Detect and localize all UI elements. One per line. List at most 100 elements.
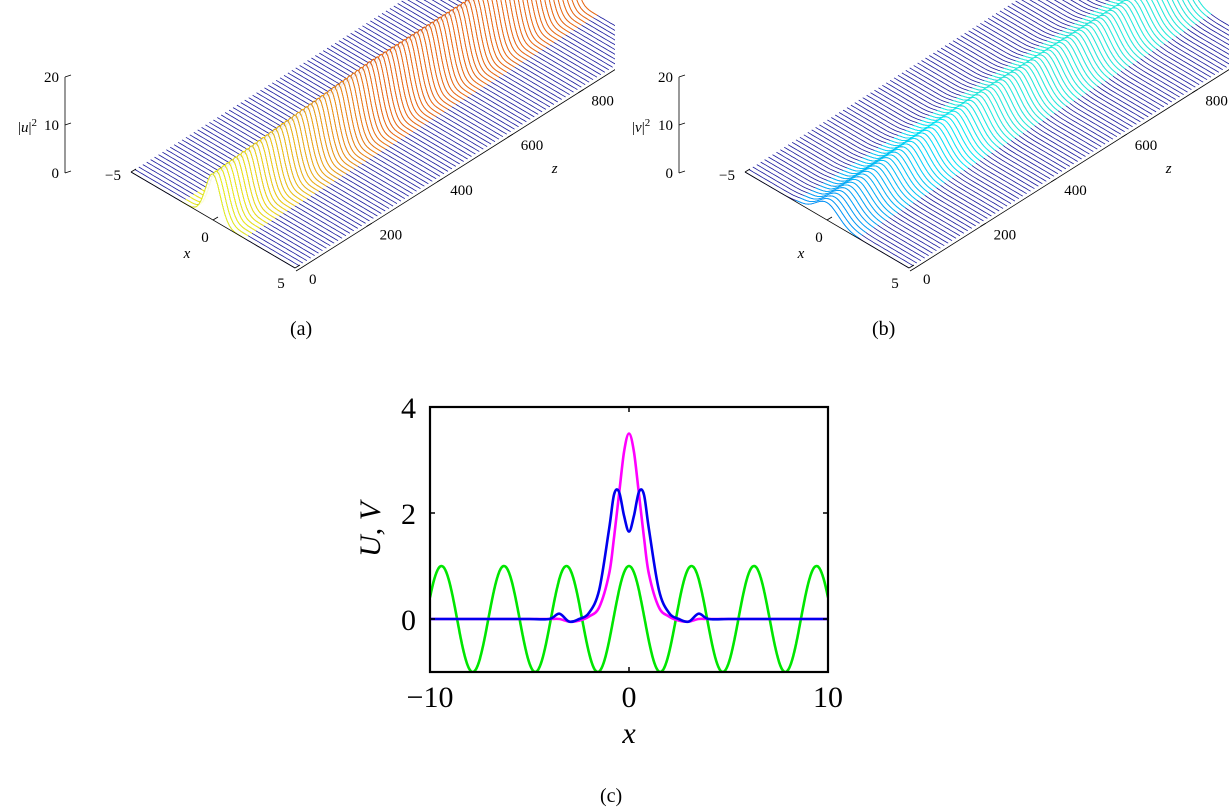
z-tick-label: 0 — [923, 272, 931, 288]
surface-line — [505, 0, 615, 65]
surface-ridge-line — [830, 176, 894, 216]
plot-frame — [428, 405, 830, 674]
x-tick — [744, 168, 751, 173]
value-tick-label: 20 — [658, 70, 673, 86]
surface-ridge-line — [1156, 0, 1181, 35]
surface-lines — [744, 0, 1229, 269]
surface-ridge-line — [909, 121, 973, 166]
surface-ridge-line — [1176, 0, 1196, 25]
surface-ridge-line — [562, 0, 582, 26]
surface-line — [1119, 0, 1229, 65]
surface-ridge-line — [862, 154, 926, 196]
z-tick — [366, 223, 372, 227]
surface-ridge-line — [581, 0, 598, 16]
surface-line — [1111, 0, 1227, 68]
z-axis-label: z — [551, 161, 558, 177]
y-tick-label: 4 — [401, 392, 416, 425]
z-tick-label: 400 — [450, 183, 473, 199]
z-tick-label: 600 — [521, 138, 544, 154]
surface-lines — [130, 0, 615, 269]
x-tick-label: 5 — [277, 276, 285, 292]
surface-line — [472, 0, 602, 76]
series-line-U — [430, 432, 828, 623]
z-axis-label: z — [1165, 161, 1172, 177]
y-tick-label: 2 — [401, 498, 416, 531]
value-axis-label: |u|2 — [18, 117, 37, 136]
surface-ridge-line — [815, 187, 879, 226]
surface-ridge-line — [1182, 0, 1200, 22]
surface-ridge-line — [842, 168, 906, 209]
surface-ridge-line — [181, 173, 245, 239]
x-tick — [908, 264, 915, 269]
surface-ridge-line — [893, 132, 957, 176]
value-tick-label: 10 — [44, 118, 59, 134]
surface-ridge-line — [878, 143, 941, 186]
value-tick — [678, 74, 686, 78]
z-tick — [507, 133, 514, 138]
surface-line — [562, 0, 615, 31]
surface-line — [423, 0, 578, 90]
surface-ridge-line — [827, 178, 890, 219]
value-tick — [678, 122, 686, 126]
value-tick-label: 0 — [52, 166, 60, 182]
surface-ridge-line — [846, 165, 910, 206]
z-tick — [909, 267, 916, 272]
surface-ridge-line — [925, 110, 988, 156]
surface-ridge-line — [819, 184, 882, 224]
surface-ridge-line — [913, 118, 977, 164]
surface-ridge-line — [823, 181, 886, 221]
value-tick — [678, 170, 686, 174]
z-tick — [1121, 133, 1128, 138]
surface-ridge-line — [905, 124, 969, 169]
x-tick — [130, 168, 137, 173]
z-tick — [436, 178, 443, 183]
surface-ridge-line — [803, 194, 867, 233]
surface-ridge-line — [881, 140, 945, 184]
surface-ridge-line — [936, 102, 1000, 149]
y-tick-label: 0 — [401, 604, 416, 637]
surface-ridge-line — [557, 0, 578, 28]
x-tick-label: 0 — [201, 230, 209, 246]
surface-ridge-line — [1171, 0, 1192, 27]
z-tick-label: 200 — [380, 227, 403, 243]
surface-ridge-line — [1197, 0, 1212, 15]
surface-ridge-line — [838, 170, 902, 211]
surface-line — [464, 0, 598, 78]
x-tick — [294, 264, 301, 269]
surface-ridge-line — [1187, 0, 1204, 20]
surface-ridge-line — [932, 105, 996, 151]
surface-line — [1136, 0, 1229, 55]
line-plot-c: −10 0 10 0 2 4 x U, V — [360, 392, 843, 750]
z-tick — [980, 223, 986, 227]
z-tick-label: 0 — [309, 272, 317, 288]
value-tick-label: 20 — [44, 70, 59, 86]
x-tick-label: 0 — [622, 681, 637, 714]
surface-line — [546, 0, 615, 41]
surface-line — [431, 0, 582, 88]
value-axis-label: |v|2 — [632, 117, 650, 136]
surface-ridge-line — [811, 189, 875, 228]
surface-line — [439, 0, 586, 85]
z-axis-line — [300, 69, 615, 269]
surface-ridge-line — [901, 127, 965, 171]
surface-ridge-line — [553, 0, 574, 31]
x-tick-label: −5 — [105, 168, 121, 184]
surface-ridge-line — [850, 162, 914, 204]
value-tick-label: 0 — [666, 166, 674, 182]
surface-ridge-line — [866, 151, 930, 194]
surface-ridge-line — [940, 99, 1004, 146]
caption-c: (c) — [600, 785, 623, 807]
x-tick-label: 0 — [815, 230, 823, 246]
caption-b: (b) — [872, 318, 896, 340]
value-tick — [64, 170, 72, 174]
series-line-V — [430, 488, 828, 624]
x-axis-label: x — [797, 246, 805, 262]
series-line-cosine — [430, 564, 828, 672]
x-tick-label: 10 — [813, 681, 843, 714]
surface-ridge-line — [921, 113, 984, 159]
z-tick-label: 200 — [994, 227, 1017, 243]
value-tick-label: 10 — [658, 118, 673, 134]
